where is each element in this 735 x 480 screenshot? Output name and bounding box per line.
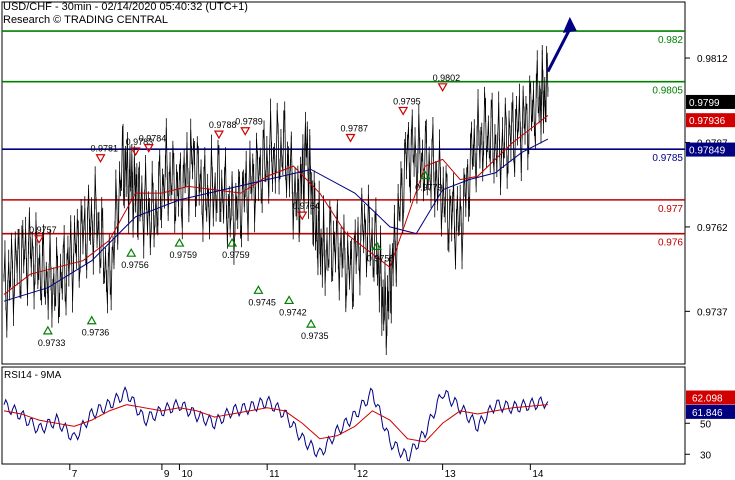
rsi-badge-0 <box>686 390 735 405</box>
price-layer <box>3 45 549 356</box>
badge-layer: 0.9799 0.97936 0.97849 <box>686 94 735 157</box>
price-badge-label-1: 0.97936 <box>689 116 726 127</box>
high-label-17: 0.9795 <box>393 96 421 106</box>
chart-source: Research © TRADING CENTRAL <box>3 14 168 26</box>
level-label-3: 0.977 <box>658 204 683 215</box>
rsi-series-0 <box>3 386 549 462</box>
low-marker-12 <box>284 295 295 305</box>
ma-fast-line <box>3 115 549 295</box>
high-marker-9 <box>240 127 251 136</box>
price-series-line <box>3 50 549 349</box>
ma-slow-line <box>3 138 549 302</box>
high-marker-17 <box>398 106 409 116</box>
low-label-12: 0.9742 <box>279 307 307 317</box>
high-label-4: 0.9783 <box>126 137 154 147</box>
high-marker-19 <box>437 83 448 93</box>
low-marker-16 <box>371 241 382 251</box>
y-tick-label-0: 0.9812 <box>697 54 728 65</box>
y-tick-label-2: 0.9762 <box>697 223 728 234</box>
high-label-19: 0.9802 <box>433 73 461 83</box>
x-axis-layer: 7 9 10 11 12 13 14 <box>69 464 544 480</box>
x-tick-label-3: 11 <box>269 469 280 480</box>
high-marker-4 <box>130 147 141 157</box>
rsi-y-tick-label-0: 50 <box>700 419 712 430</box>
level-label-4: 0.976 <box>658 238 683 249</box>
high-marker-0 <box>34 235 45 245</box>
low-marker-18 <box>420 170 431 180</box>
low-marker-7 <box>174 237 185 247</box>
low-marker-11 <box>253 285 264 294</box>
high-marker-3 <box>95 154 106 163</box>
rsi-y-tick-label-1: 30 <box>700 450 712 461</box>
price-badge-2 <box>686 142 735 157</box>
x-tick-label-1: 9 <box>164 469 170 480</box>
level-label-0: 0.982 <box>658 35 683 46</box>
high-label-0: 0.9757 <box>29 225 57 235</box>
price-badge-0 <box>686 94 735 109</box>
low-marker-2 <box>86 315 97 325</box>
low-label-1: 0.9733 <box>38 338 66 348</box>
x-tick-label-4: 12 <box>357 469 369 480</box>
low-label-2: 0.9736 <box>82 328 110 338</box>
price-badge-label-2: 0.97849 <box>689 146 726 157</box>
high-marker-5 <box>143 144 154 153</box>
low-label-16: 0.9758 <box>367 253 395 263</box>
x-tick-label-0: 7 <box>72 469 78 480</box>
rsi-panel-frame <box>1 366 686 465</box>
low-marker-14 <box>306 318 317 328</box>
forecast-arrow-shaft <box>546 28 572 73</box>
high-label-9: 0.9789 <box>235 117 263 127</box>
high-label-8: 0.9788 <box>209 120 237 130</box>
price-badge-1 <box>686 113 735 128</box>
high-label-3: 0.9781 <box>90 144 118 154</box>
low-label-10: 0.9759 <box>222 250 250 260</box>
x-tick-label-2: 10 <box>181 469 193 480</box>
high-label-13: 0.9764 <box>292 201 320 211</box>
high-label-15: 0.9787 <box>341 123 369 133</box>
high-marker-13 <box>297 211 308 221</box>
level-label-2: 0.9785 <box>652 153 683 164</box>
rsi-layer: 50 30 62.098 61.846 <box>3 386 735 462</box>
y-tick-label-3: 0.9737 <box>697 307 728 318</box>
level-label-1: 0.9805 <box>652 86 683 97</box>
low-label-11: 0.9745 <box>248 297 276 307</box>
ma-layer <box>3 115 549 302</box>
x-tick-label-5: 13 <box>445 469 457 480</box>
low-marker-10 <box>227 237 238 247</box>
rsi-panel-title: RSI14 - 9MA <box>4 370 62 381</box>
rsi-series-1 <box>3 404 548 443</box>
low-label-18: 0.9779 <box>415 182 443 192</box>
arrow-layer <box>546 16 577 73</box>
price-badge-label-0: 0.9799 <box>689 98 720 109</box>
rsi-badge-label-1: 61.846 <box>692 408 723 419</box>
low-label-6: 0.9756 <box>121 260 149 270</box>
high-marker-15 <box>345 133 356 143</box>
rsi-badge-1 <box>686 404 735 419</box>
low-label-14: 0.9735 <box>301 331 329 341</box>
low-marker-1 <box>42 325 53 335</box>
price-panel-frame <box>1 1 686 365</box>
rsi-badge-label-0: 62.098 <box>692 393 723 404</box>
low-label-7: 0.9759 <box>169 250 197 260</box>
high-marker-8 <box>213 130 224 140</box>
high-label-5: 0.9784 <box>139 134 167 144</box>
chart-title: USD/CHF - 30min - 02/14/2020 05:40:32 (U… <box>3 1 248 13</box>
x-tick-label-6: 14 <box>532 469 544 480</box>
low-marker-6 <box>126 247 137 257</box>
forecast-arrow-head <box>562 16 577 33</box>
